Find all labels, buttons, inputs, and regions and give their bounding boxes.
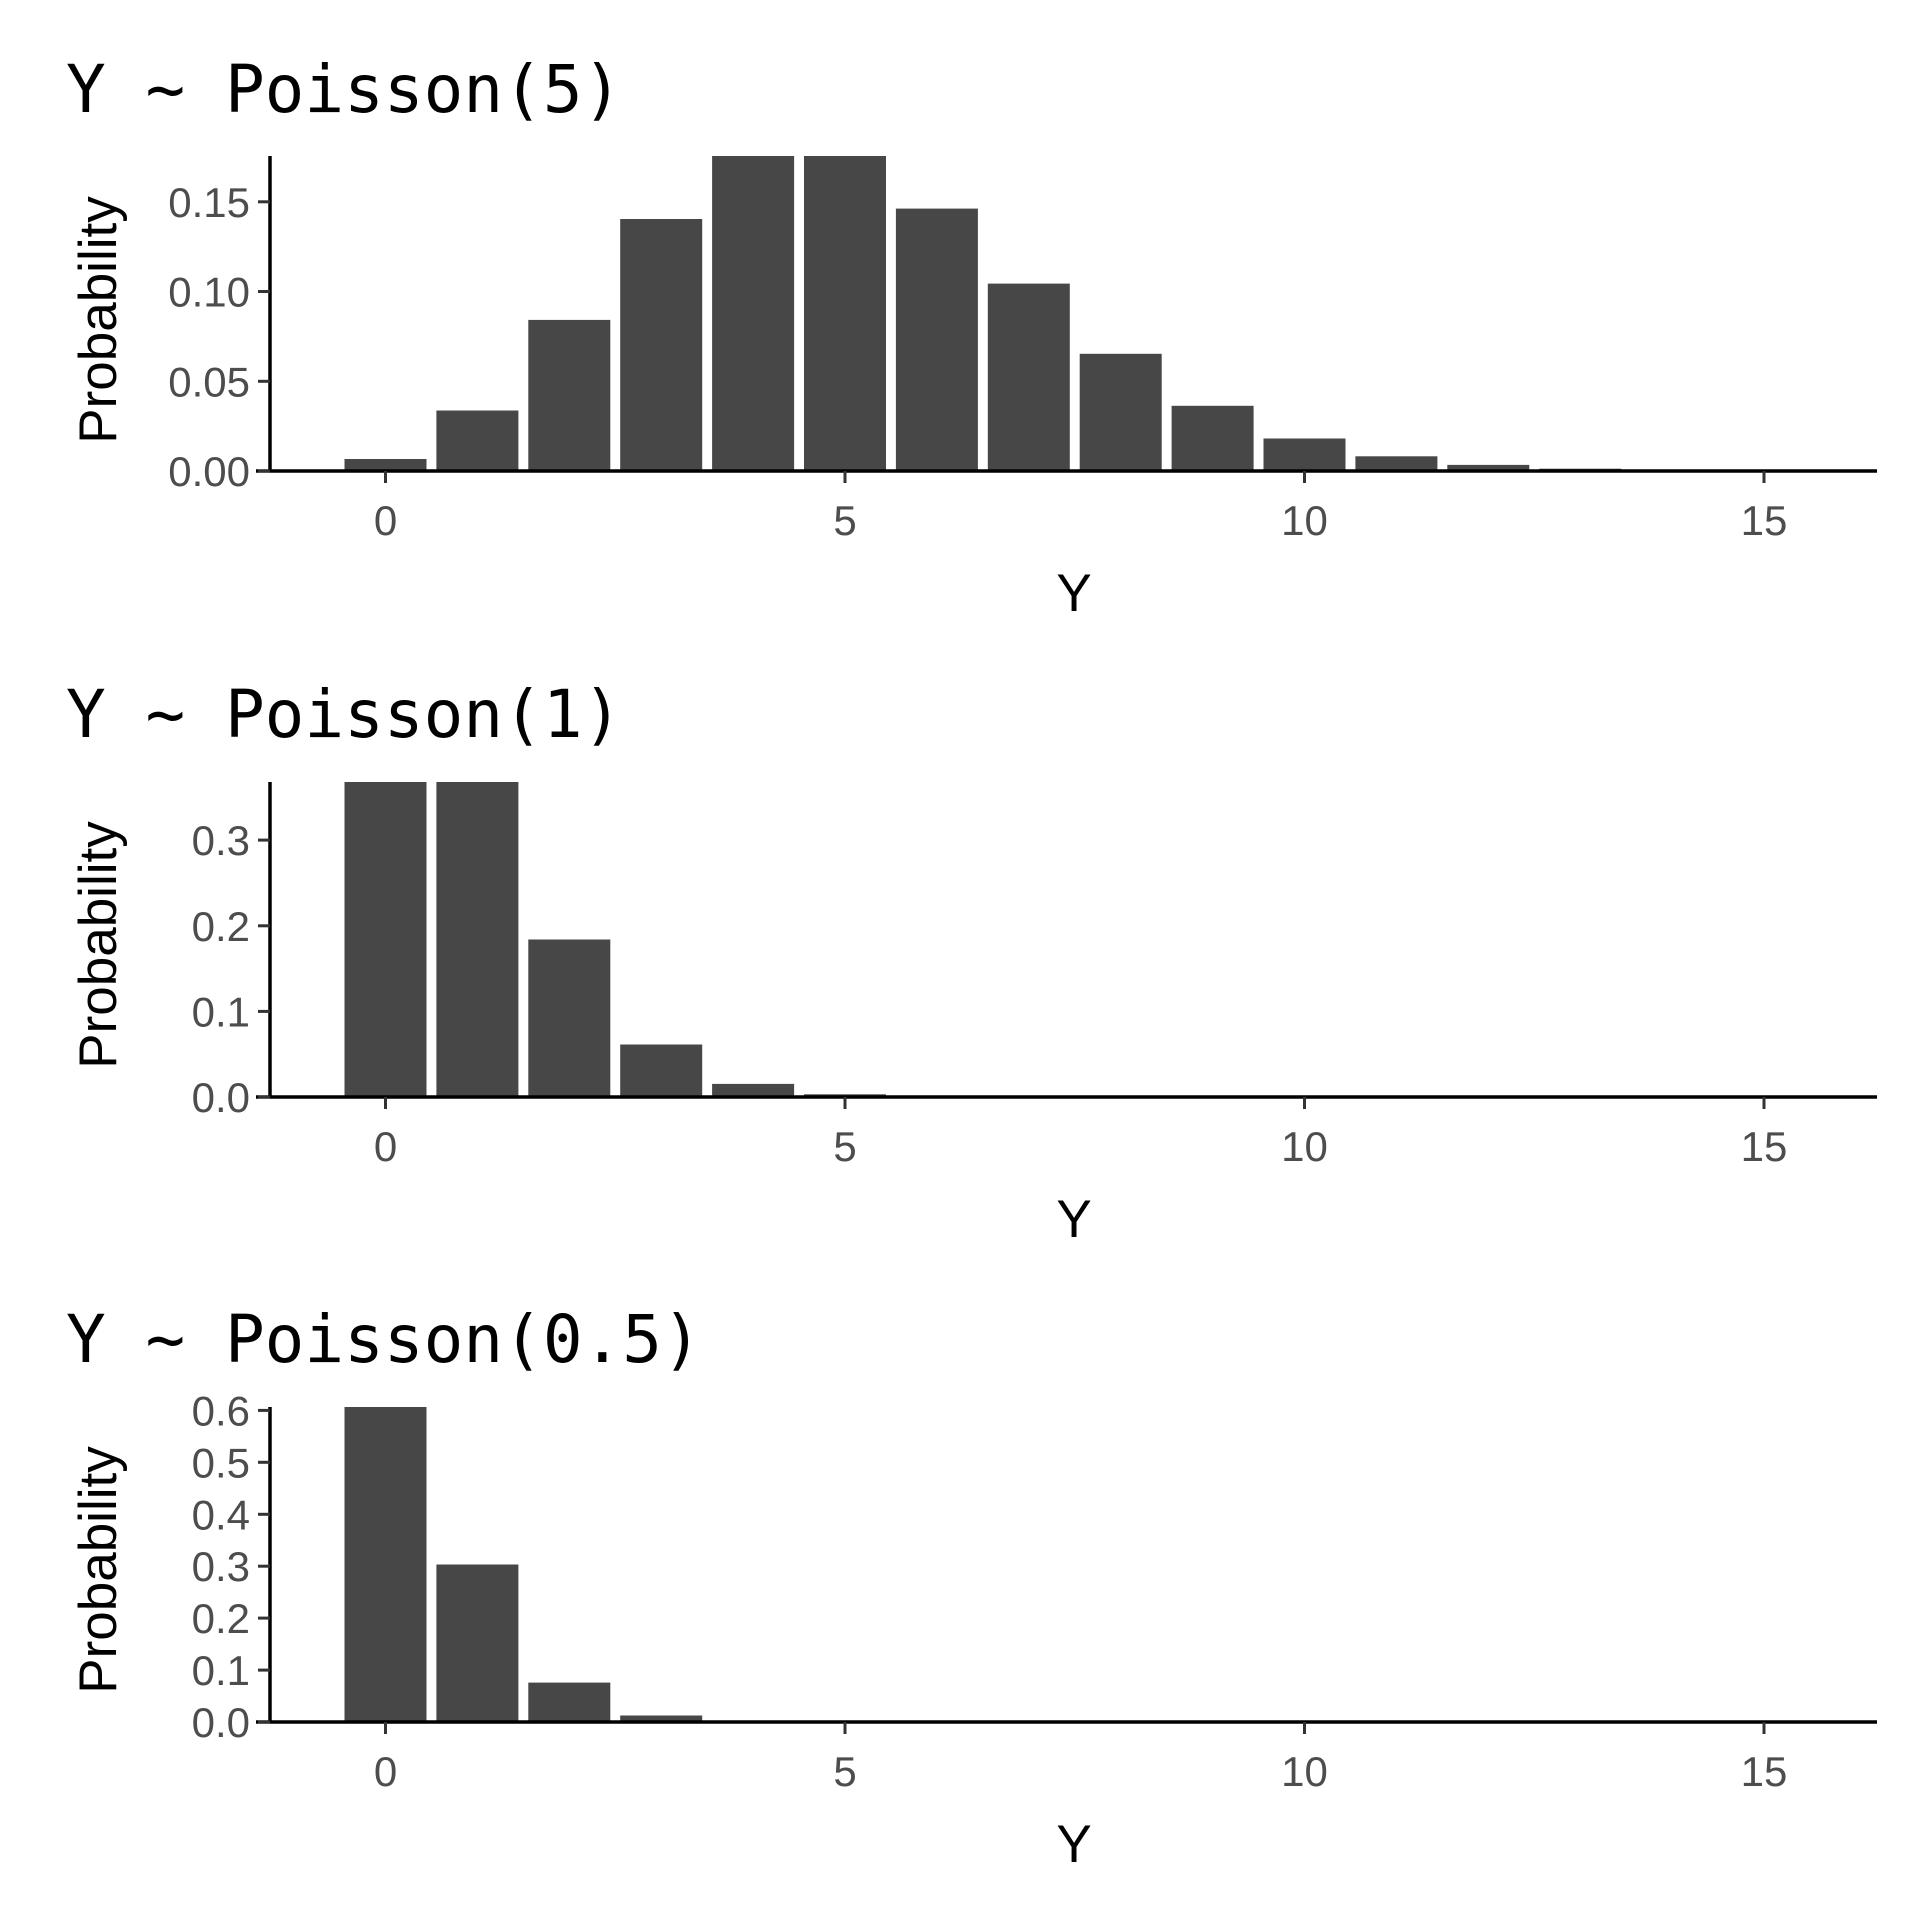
- y-tick-label: 0.4: [192, 1491, 250, 1538]
- bar-y-1: [436, 1564, 519, 1722]
- y-tick-label: 0.0: [192, 1699, 250, 1746]
- y-tick-label: 0.0: [192, 1074, 250, 1121]
- x-axis-ticks: 0 5 10 15: [374, 1097, 1788, 1170]
- x-tick-label: 15: [1741, 497, 1788, 544]
- y-tick-label: 0.1: [192, 1647, 250, 1694]
- bar-y-4: [712, 1083, 795, 1097]
- x-axis-title: Y: [1056, 1815, 1091, 1874]
- bar-y-4: [712, 156, 795, 471]
- x-tick-label: 0: [374, 1123, 397, 1170]
- bar-y-0: [344, 459, 427, 471]
- panel-poisson-0-5: Y ~ Poisson(0.5) 0.0 0.1 0.2 0.3 0.4 0.5 0.6 0…: [66, 1301, 1877, 1874]
- y-tick-label: 0.6: [192, 1387, 250, 1434]
- x-axis-title: Y: [1056, 564, 1091, 623]
- x-tick-label: 5: [833, 1123, 856, 1170]
- bar-y-2: [528, 319, 611, 471]
- y-tick-label: 0.3: [192, 1543, 250, 1590]
- y-tick-label: 0.1: [192, 988, 250, 1035]
- y-axis-title: Probability: [69, 1446, 128, 1694]
- bar-y-7: [987, 283, 1070, 471]
- bar-y-11: [1355, 456, 1438, 471]
- bar-group: [344, 156, 1714, 471]
- x-tick-label: 5: [833, 1748, 856, 1795]
- bar-y-12: [1447, 464, 1530, 471]
- y-tick-label: 0.15: [168, 179, 250, 226]
- y-axis-ticks: 0.0 0.1 0.2 0.3 0.4 0.5 0.6: [192, 1387, 270, 1746]
- x-tick-label: 15: [1741, 1748, 1788, 1795]
- y-axis-ticks: 0.0 0.1 0.2 0.3: [192, 817, 270, 1121]
- y-tick-label: 0.5: [192, 1439, 250, 1486]
- bar-y-1: [436, 782, 519, 1097]
- x-tick-label: 10: [1281, 1748, 1328, 1795]
- bar-y-2: [528, 1682, 611, 1722]
- x-axis-ticks: 0 5 10 15: [374, 471, 1788, 544]
- x-axis-ticks: 0 5 10 15: [374, 1722, 1788, 1795]
- y-tick-label: 0.05: [168, 358, 250, 405]
- bar-y-8: [1079, 353, 1162, 471]
- bar-y-0: [344, 1407, 427, 1722]
- bar-y-3: [620, 219, 703, 471]
- panel-title: Y ~ Poisson(1): [66, 676, 622, 753]
- bar-group: [344, 782, 978, 1097]
- y-tick-label: 0.3: [192, 817, 250, 864]
- bar-group: [344, 1407, 795, 1722]
- y-axis-ticks: 0.00 0.05 0.10 0.15: [168, 179, 270, 495]
- x-tick-label: 10: [1281, 1123, 1328, 1170]
- y-tick-label: 0.10: [168, 269, 250, 316]
- y-tick-label: 0.00: [168, 448, 250, 495]
- bar-y-3: [620, 1715, 703, 1722]
- bar-y-10: [1263, 438, 1346, 471]
- bar-y-5: [804, 156, 886, 471]
- panel-poisson-5: Y ~ Poisson(5) 0.00 0.05 0.10 0.15 0 5 10 15 Y…: [66, 51, 1877, 623]
- y-tick-label: 0.2: [192, 903, 250, 950]
- x-axis-title: Y: [1056, 1190, 1091, 1249]
- y-tick-label: 0.2: [192, 1595, 250, 1642]
- x-tick-label: 0: [374, 497, 397, 544]
- panel-title: Y ~ Poisson(5): [66, 51, 622, 128]
- y-axis-title: Probability: [69, 821, 128, 1069]
- x-tick-label: 10: [1281, 497, 1328, 544]
- bar-y-6: [895, 208, 978, 471]
- bar-y-9: [1171, 405, 1254, 471]
- panel-poisson-1: Y ~ Poisson(1) 0.0 0.1 0.2 0.3 0 5 10 15 Y Pro…: [66, 676, 1877, 1249]
- bar-y-2: [528, 939, 611, 1097]
- bar-y-0: [344, 782, 427, 1097]
- x-tick-label: 15: [1741, 1123, 1788, 1170]
- bar-y-1: [436, 410, 519, 471]
- y-axis-title: Probability: [69, 196, 128, 444]
- panel-title: Y ~ Poisson(0.5): [66, 1301, 702, 1378]
- x-tick-label: 0: [374, 1748, 397, 1795]
- bar-y-3: [620, 1044, 703, 1097]
- x-tick-label: 5: [833, 497, 856, 544]
